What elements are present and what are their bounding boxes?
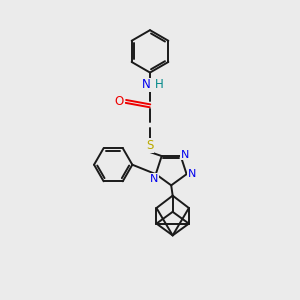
Text: S: S — [146, 139, 154, 152]
Text: N: N — [181, 150, 189, 160]
Text: N: N — [188, 169, 196, 179]
Text: O: O — [115, 95, 124, 108]
Text: H: H — [155, 78, 164, 91]
Text: N: N — [150, 174, 158, 184]
Text: N: N — [142, 78, 151, 91]
